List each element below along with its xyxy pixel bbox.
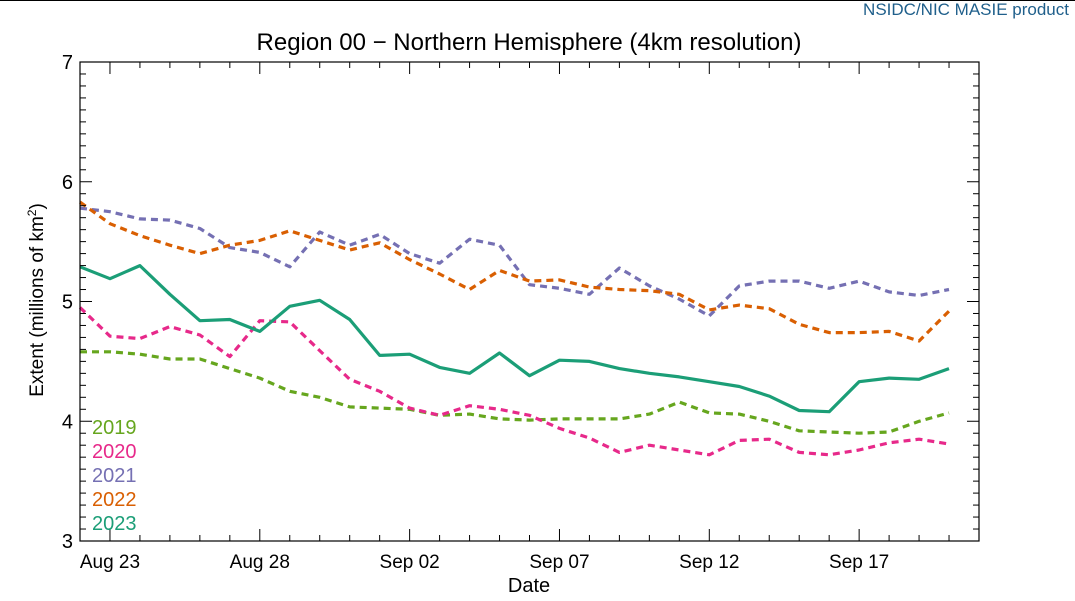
plot-frame	[79, 61, 980, 542]
legend-entry-2021: 2021	[92, 465, 137, 487]
series-group	[78, 200, 951, 457]
legend-entry-2023: 2023	[92, 513, 137, 535]
y-tick-label: 6	[62, 172, 73, 194]
series-line-2021	[79, 206, 950, 318]
x-tick-label: Sep 12	[679, 552, 739, 573]
product-label: NSIDC/NIC MASIE product	[863, 0, 1069, 19]
legend-entry-2019: 2019	[92, 417, 137, 439]
series-line-2019	[80, 350, 950, 435]
y-tick-label: 7	[62, 52, 73, 74]
x-tick-label: Sep 02	[380, 552, 440, 573]
y-axis-label-superscript: 2	[25, 209, 39, 216]
y-axis-label-main: Extent (millions of km	[27, 216, 48, 397]
legend-entry-2020: 2020	[92, 441, 137, 463]
chart-title: Region 00 − Northern Hemisphere (4km res…	[257, 29, 802, 56]
y-axis-label: Extent (millions of km2)	[25, 203, 48, 397]
x-tick-label: Sep 17	[829, 552, 889, 573]
x-axis-label: Date	[508, 575, 550, 597]
y-axis-label-close: )	[27, 203, 48, 209]
x-tick-label: Aug 23	[80, 552, 140, 573]
x-tick-label: Sep 07	[529, 552, 589, 573]
x-tick-label: Aug 28	[230, 552, 290, 573]
legend-entry-2022: 2022	[92, 489, 137, 511]
series-line-2022	[79, 200, 951, 343]
series-line-2020	[78, 306, 950, 457]
y-tick-label: 3	[62, 531, 73, 553]
axes-group: 3 4 5 6 7 Aug 23 Aug 28 Sep 02 Sep 07 Sep 12 Sep 1…	[62, 52, 980, 573]
y-tick-label: 5	[62, 292, 73, 314]
y-tick-label: 4	[62, 411, 73, 433]
top-border-line	[0, 0, 1075, 1]
series-line-2023	[79, 264, 950, 414]
